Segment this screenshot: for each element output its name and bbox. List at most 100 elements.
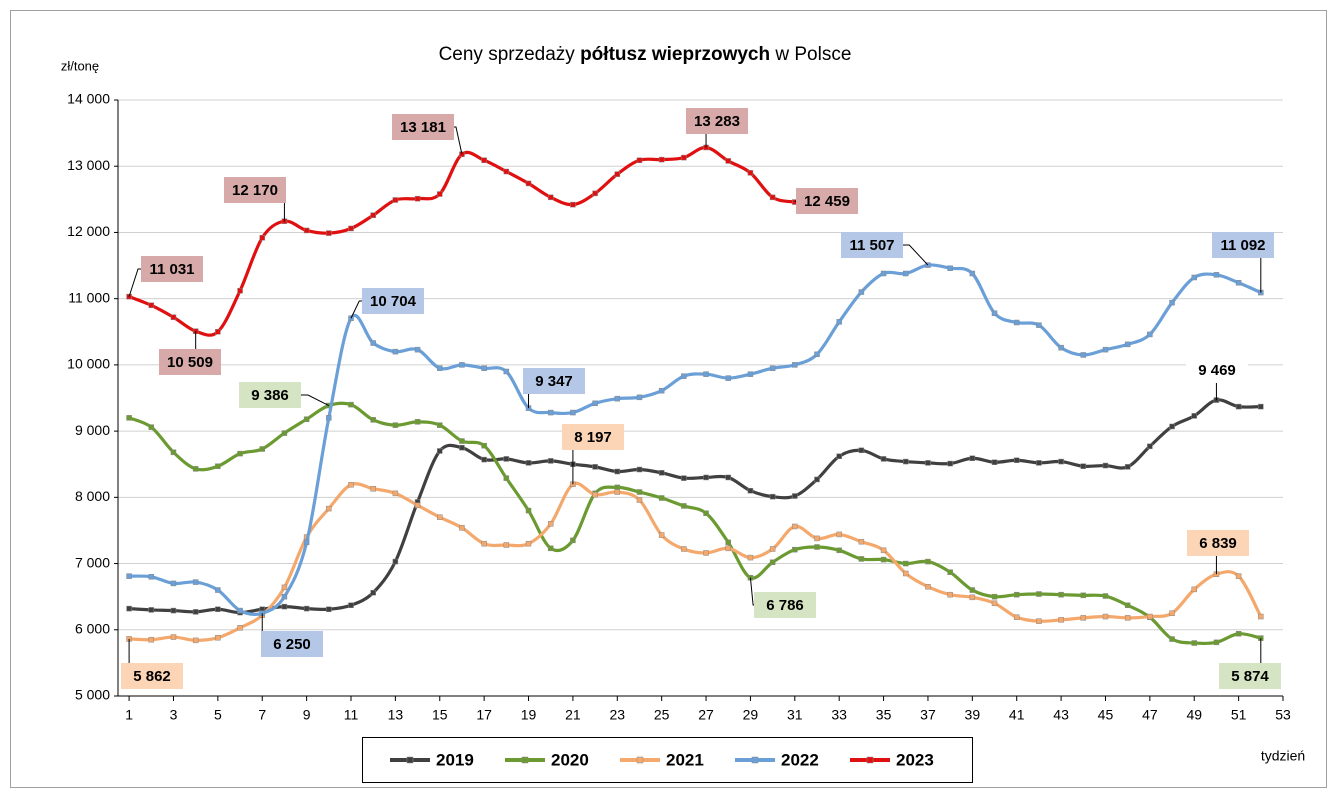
point-marker xyxy=(437,514,443,520)
data-label: 9 347 xyxy=(535,373,573,390)
point-marker xyxy=(459,438,465,444)
point-marker xyxy=(903,458,909,465)
point-marker xyxy=(148,302,155,309)
point-marker xyxy=(1124,341,1131,348)
x-tick-label: 27 xyxy=(698,707,714,723)
point-marker xyxy=(481,456,487,463)
series-line xyxy=(128,401,1262,646)
point-marker xyxy=(947,591,953,598)
callout-box xyxy=(1219,663,1281,689)
point-marker xyxy=(792,546,798,553)
x-tick-label: 17 xyxy=(476,707,492,723)
point-marker xyxy=(1102,613,1109,620)
x-tick-label: 15 xyxy=(432,707,448,723)
y-tick-label: 7 000 xyxy=(75,554,110,570)
y-tick-label: 10 000 xyxy=(67,356,110,372)
series-line xyxy=(128,398,1261,615)
point-marker xyxy=(947,569,953,575)
point-marker xyxy=(792,362,798,368)
point-marker xyxy=(459,525,465,531)
x-tick-label: 33 xyxy=(831,707,847,723)
title-part: półtusz wieprzowych xyxy=(580,44,770,65)
point-marker xyxy=(170,580,177,587)
callout-box xyxy=(1186,357,1248,383)
point-marker xyxy=(747,170,754,176)
x-tick-label: 29 xyxy=(743,707,759,723)
point-marker xyxy=(880,456,887,462)
callout-leader xyxy=(128,268,141,297)
point-marker xyxy=(836,319,842,325)
point-marker xyxy=(414,346,421,353)
point-marker xyxy=(1169,610,1175,616)
point-marker xyxy=(1213,272,1220,278)
x-tick-label: 3 xyxy=(170,707,178,723)
point-marker xyxy=(525,540,532,547)
point-marker xyxy=(614,171,621,177)
point-marker xyxy=(681,546,687,552)
x-tick-label: 53 xyxy=(1275,707,1291,723)
point-marker xyxy=(437,191,443,197)
point-marker xyxy=(1058,458,1064,465)
point-marker xyxy=(437,365,443,371)
point-marker xyxy=(281,593,288,600)
point-marker xyxy=(370,340,376,346)
point-marker xyxy=(1147,331,1153,338)
x-tick-label: 43 xyxy=(1053,707,1069,723)
callout-box xyxy=(796,188,858,214)
point-marker xyxy=(481,157,487,164)
point-marker xyxy=(370,485,376,492)
y-axis-label: zł/tonę xyxy=(61,58,99,73)
point-marker xyxy=(636,394,643,401)
point-marker xyxy=(725,158,731,164)
point-marker xyxy=(1191,274,1197,281)
point-marker xyxy=(326,230,332,236)
point-marker xyxy=(215,606,221,612)
point-marker xyxy=(681,475,687,481)
callout-box xyxy=(362,288,424,314)
point-marker xyxy=(592,190,598,197)
legend-marker xyxy=(521,756,529,764)
chart-title: Ceny sprzedaży półtusz wieprzowych w Pol… xyxy=(439,44,852,65)
data-label: 10 704 xyxy=(370,293,417,310)
callout-leader xyxy=(903,244,929,266)
x-tick-label: 31 xyxy=(787,707,803,723)
point-marker xyxy=(326,606,332,612)
point-marker xyxy=(259,446,265,452)
legend-label: 2020 xyxy=(551,750,589,769)
point-marker xyxy=(925,558,931,565)
point-marker xyxy=(570,537,576,544)
data-label: 6 786 xyxy=(766,597,804,614)
x-tick-label: 37 xyxy=(920,707,936,723)
point-marker xyxy=(636,157,643,164)
point-marker xyxy=(636,497,643,503)
point-marker xyxy=(1080,463,1087,469)
data-label: 6 839 xyxy=(1199,535,1237,552)
point-marker xyxy=(991,593,998,600)
point-marker xyxy=(725,545,731,552)
point-marker xyxy=(658,470,665,476)
point-marker xyxy=(1102,462,1109,469)
data-label: 11 031 xyxy=(149,261,194,278)
point-marker xyxy=(281,584,288,591)
point-marker xyxy=(370,212,376,218)
y-tick-label: 5 000 xyxy=(75,687,110,703)
point-marker xyxy=(1213,639,1220,646)
data-label: 12 459 xyxy=(804,193,850,210)
data-label: 5 862 xyxy=(133,668,171,685)
point-marker xyxy=(570,409,576,416)
point-marker xyxy=(503,542,510,548)
point-marker xyxy=(481,365,487,371)
point-marker xyxy=(681,154,687,161)
point-marker xyxy=(414,419,421,425)
point-marker xyxy=(303,416,310,422)
point-marker xyxy=(747,554,754,561)
point-marker xyxy=(636,466,643,473)
point-marker xyxy=(769,493,776,500)
point-marker xyxy=(348,482,354,488)
point-marker xyxy=(1124,464,1131,470)
point-marker xyxy=(392,422,399,428)
callout-box xyxy=(159,349,221,375)
point-marker xyxy=(326,505,332,512)
callout-box xyxy=(224,177,286,203)
callout-box xyxy=(1212,232,1274,258)
